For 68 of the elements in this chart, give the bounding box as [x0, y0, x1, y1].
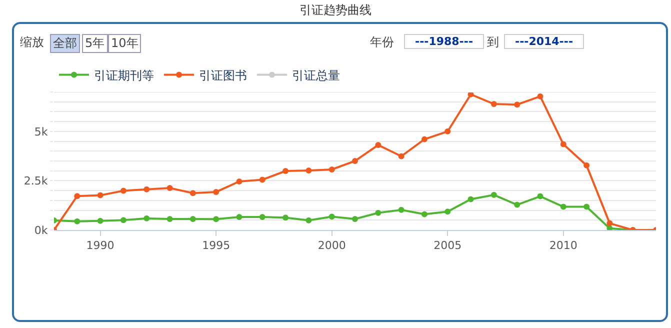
- point: [490, 192, 497, 198]
- point: [282, 168, 289, 174]
- point: [306, 217, 312, 224]
- point: [97, 192, 104, 198]
- point: [190, 190, 196, 196]
- point: [560, 141, 566, 148]
- y-tick-label: 5k: [34, 125, 48, 138]
- point: [490, 101, 497, 108]
- point: [444, 128, 451, 134]
- point: [306, 167, 312, 174]
- point: [560, 204, 566, 210]
- point: [166, 185, 173, 192]
- point: [120, 217, 126, 224]
- text: ---1988---: [404, 34, 484, 49]
- x-tick-label: 2005: [434, 239, 462, 252]
- point: [514, 102, 520, 108]
- y-tick-label: 0k: [34, 224, 48, 237]
- point: [375, 210, 382, 216]
- point: [421, 211, 428, 218]
- y-tick-label: 2.5k: [24, 174, 48, 188]
- text: 5年: [82, 34, 108, 53]
- point: [444, 208, 451, 215]
- legend-label: 引证图书: [199, 68, 247, 82]
- chart-title: 引证趋势曲线: [298, 2, 372, 19]
- legend-label: 引证期刊等: [94, 68, 154, 82]
- x-tick-label: 2000: [318, 239, 346, 252]
- x-tick-label: 2010: [549, 239, 578, 252]
- point: [166, 216, 173, 222]
- point: [282, 214, 289, 221]
- point: [213, 216, 220, 222]
- point: [468, 196, 474, 202]
- point: [421, 136, 428, 142]
- point: [259, 214, 266, 220]
- point: [398, 206, 404, 213]
- point: [375, 142, 382, 148]
- point: [352, 216, 358, 222]
- text: 全部: [50, 34, 80, 53]
- point: [97, 218, 104, 224]
- point: [213, 188, 220, 195]
- point: [190, 216, 196, 222]
- text: ---2014---: [504, 34, 584, 49]
- x-tick-label: 1990: [86, 239, 114, 252]
- point: [584, 204, 590, 210]
- point: [537, 193, 544, 200]
- point: [259, 176, 266, 183]
- text: 到: [487, 34, 499, 51]
- point: [537, 93, 544, 100]
- text: 缩放: [20, 34, 44, 51]
- point: [236, 214, 242, 220]
- point: [328, 214, 335, 220]
- point: [144, 215, 150, 222]
- point: [328, 166, 335, 172]
- point: [468, 92, 474, 98]
- text: 10年: [108, 34, 142, 53]
- point: [236, 178, 242, 184]
- point: [352, 158, 358, 164]
- point: [144, 186, 150, 192]
- point: [398, 153, 404, 160]
- point: [514, 202, 520, 208]
- x-tick-label: 1995: [202, 239, 230, 252]
- point: [606, 220, 613, 226]
- point: [584, 162, 590, 168]
- text: 年份: [370, 34, 394, 51]
- legend-label: 引证总量: [292, 68, 340, 82]
- point: [74, 218, 80, 224]
- point: [74, 193, 80, 200]
- point: [606, 225, 613, 230]
- point: [120, 188, 126, 194]
